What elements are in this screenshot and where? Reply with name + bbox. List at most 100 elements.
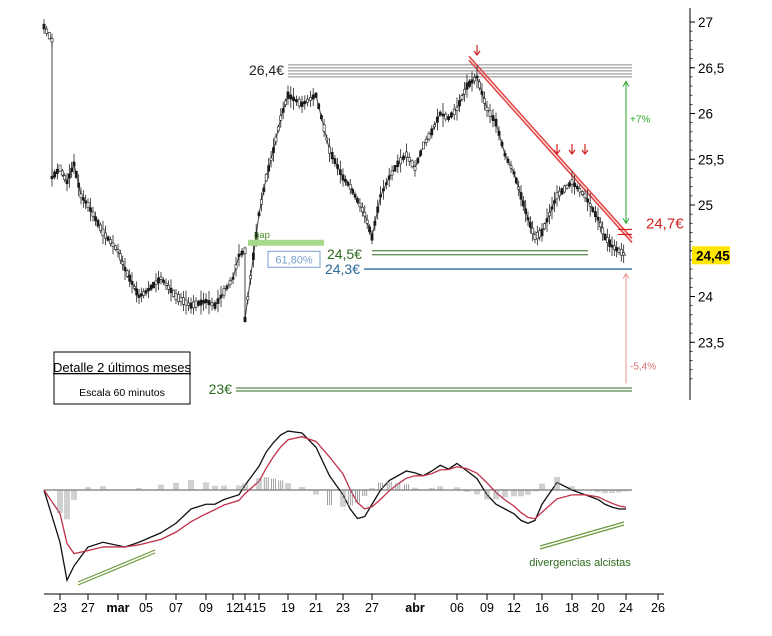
info-box-frame [53,351,191,405]
candle-body [596,217,600,221]
x-tick-label: 23 [336,601,350,615]
candle-body [257,212,261,216]
candle-body [370,233,374,241]
support-resistance-levels: 26,4€ 24,5€24,3€ 23€ [209,62,632,397]
candle-body [435,116,439,123]
candle-body [125,270,129,277]
downtrend-channel: 24,7€ [468,55,684,243]
candle-body [116,249,120,253]
candle-body [548,212,551,217]
x-tick-label: 20 [591,601,605,615]
candle-body [333,158,337,164]
candle-body [228,280,232,286]
y-tick-label: 23,5 [698,335,724,350]
candle-body [199,299,203,306]
candle-body [139,293,143,297]
level-label-support: 24,5€ [327,246,362,262]
x-tick-label: abr [405,601,425,615]
candle-body [179,297,183,303]
candle-body [96,220,100,227]
candle-body [365,219,369,224]
candle-body [393,165,397,172]
candle-body [601,227,605,235]
candle-body [410,160,414,168]
candle-body [204,298,208,304]
candle-body [390,170,394,176]
x-tick-label: 19 [281,601,295,615]
divergence-line [77,549,156,583]
candle-body [149,284,153,290]
candle-body [555,192,559,200]
candle-body [455,106,459,111]
candle-body [491,115,495,121]
candle-body [444,113,448,120]
candle-body [478,81,481,89]
candle-body [314,92,318,98]
upside-label: +7% [630,115,650,126]
candle-body [610,244,614,248]
last-price-label: 24,45 [696,248,730,263]
candle-body [497,130,501,136]
candle-body [65,180,69,185]
candle-body [586,198,590,203]
candle-body [356,198,359,203]
candle-body [249,275,253,280]
candle-body [463,89,466,95]
candle-body [297,98,301,107]
candle-body [55,168,59,174]
x-tick-label: 27 [365,601,379,615]
candle-body [438,111,442,116]
price-series [42,19,627,323]
candle-body [174,292,178,301]
downside-label: -5,4% [630,362,656,373]
candle-body [207,300,211,306]
divergence-label: divergencias alcistas [529,557,631,569]
candle-body [219,294,223,299]
x-tick-label: 07 [169,601,183,615]
candle-body [169,287,173,294]
candle-body [441,113,445,117]
candle-body [531,227,535,235]
candle-body [70,167,74,173]
candle-body [583,193,587,199]
candle-body [118,253,122,261]
candle-body [568,182,571,187]
candle-body [460,95,464,100]
candle-body [384,182,388,185]
upside-arrow-head [622,80,630,87]
candle-body [341,174,345,181]
candle-body [605,237,609,243]
candle-body [216,298,220,304]
candle-body [565,184,569,189]
candle-body [580,191,584,195]
candle-body [376,206,380,213]
candle-body [336,164,340,169]
candle-body [570,179,574,185]
candle-body [612,245,616,250]
candle-body [132,285,136,289]
candle-body [519,192,523,200]
candle-body [506,158,510,163]
candle-body [404,151,408,158]
candle-body [47,32,51,40]
candle-body [433,124,437,128]
candle-body [514,177,518,184]
candle-body [157,277,160,284]
candle-body [152,281,155,289]
candle-body [237,253,241,257]
candle-body [109,239,112,244]
candle-body [81,197,85,201]
candle-body [91,211,95,217]
candle-body [475,75,479,79]
x-tick-label: mar [107,601,130,615]
candle-body [111,242,115,247]
candle-body [540,228,544,237]
candle-body [67,173,71,179]
candle-body [447,116,451,121]
y-tick-label: 26 [698,107,713,122]
candle-body [177,294,180,302]
candle-body [452,108,456,116]
candle-body [272,147,275,153]
candle-body [128,274,132,282]
candle-body [137,295,141,298]
